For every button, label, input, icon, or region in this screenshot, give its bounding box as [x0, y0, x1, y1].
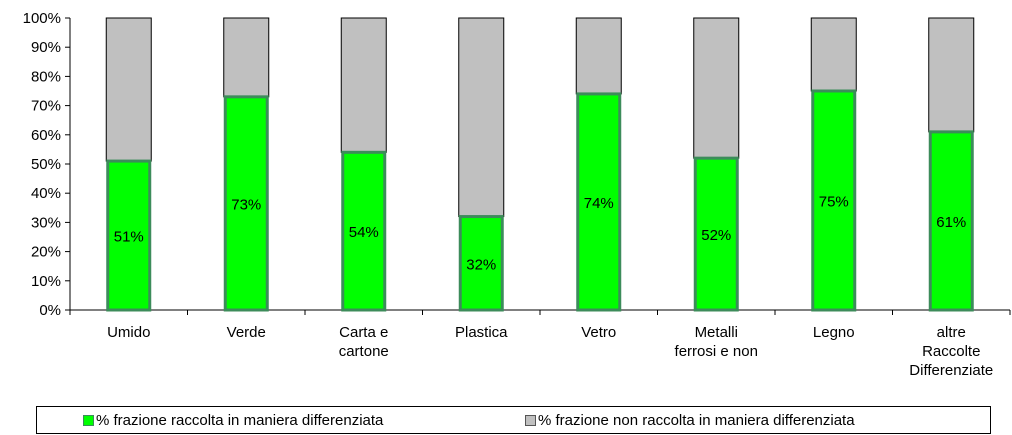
bar-non-differenziata: [693, 17, 740, 159]
y-tick-label: 90%: [31, 39, 61, 56]
bar-value-label: 54%: [349, 224, 379, 241]
bar-differenziata: [928, 130, 974, 312]
bar-differenziata: [341, 150, 387, 312]
bar-value-label: 74%: [584, 195, 614, 212]
bar-differenziata: [693, 156, 739, 312]
y-tick-label: 100%: [23, 10, 61, 27]
stacked-bar-chart: 0% 10% 20% 30% 40% 50% 60% 70% 80% 90% 100% 51% Umid…: [23, 10, 1011, 379]
bar-non-differenziata: [223, 17, 270, 98]
bar-value-label: 52%: [701, 227, 731, 244]
bar-differenziata: [811, 89, 857, 312]
bar-differenziata: [458, 215, 504, 312]
y-tick-label: 10%: [31, 273, 61, 290]
x-category-label: Plastica: [455, 324, 508, 341]
x-category-label: altre: [937, 324, 966, 341]
x-category-label: ferrosi e non: [675, 343, 758, 360]
bar-value-label: 32%: [466, 256, 496, 273]
y-tick-label: 80%: [31, 68, 61, 85]
bar-differenziata: [106, 159, 152, 312]
x-category-label: cartone: [339, 343, 389, 360]
x-category-label: Umido: [107, 324, 150, 341]
x-category-label: Raccolte: [922, 343, 980, 360]
x-category-label: Carta e: [339, 324, 388, 341]
legend-swatch-gray: [525, 415, 536, 426]
bar-non-differenziata: [458, 17, 505, 218]
y-tick-label: 40%: [31, 185, 61, 202]
x-category-label: Metalli: [695, 324, 738, 341]
legend-label-differenziata: % frazione raccolta in maniera differenz…: [96, 412, 384, 429]
x-category-label: Vetro: [581, 324, 616, 341]
legend-item-non-differenziata: % frazione non raccolta in maniera diffe…: [525, 412, 855, 429]
y-tick-label: 0%: [39, 302, 61, 319]
x-category-label: Legno: [813, 324, 855, 341]
legend-item-differenziata: % frazione raccolta in maniera differenz…: [83, 412, 383, 429]
bar-non-differenziata: [340, 17, 387, 153]
bar-non-differenziata: [810, 17, 857, 92]
bar-non-differenziata: [105, 17, 152, 162]
x-category-label: Differenziate: [909, 362, 993, 379]
y-tick-label: 70%: [31, 98, 61, 115]
x-category-label: Verde: [227, 324, 266, 341]
chart-legend: % frazione raccolta in maniera differenz…: [36, 406, 991, 434]
legend-label-non-differenziata: % frazione non raccolta in maniera diffe…: [538, 412, 855, 429]
y-tick-label: 30%: [31, 214, 61, 231]
bar-non-differenziata: [928, 17, 975, 133]
y-tick-label: 50%: [31, 156, 61, 173]
bar-value-label: 73%: [231, 196, 261, 213]
bar-value-label: 51%: [114, 229, 144, 246]
legend-swatch-green: [83, 415, 94, 426]
y-tick-label: 20%: [31, 244, 61, 261]
y-tick-label: 60%: [31, 127, 61, 144]
bar-non-differenziata: [575, 17, 622, 95]
bar-differenziata: [223, 95, 269, 312]
bar-value-label: 61%: [936, 214, 966, 231]
bar-value-label: 75%: [819, 194, 849, 211]
bar-differenziata: [576, 92, 622, 312]
